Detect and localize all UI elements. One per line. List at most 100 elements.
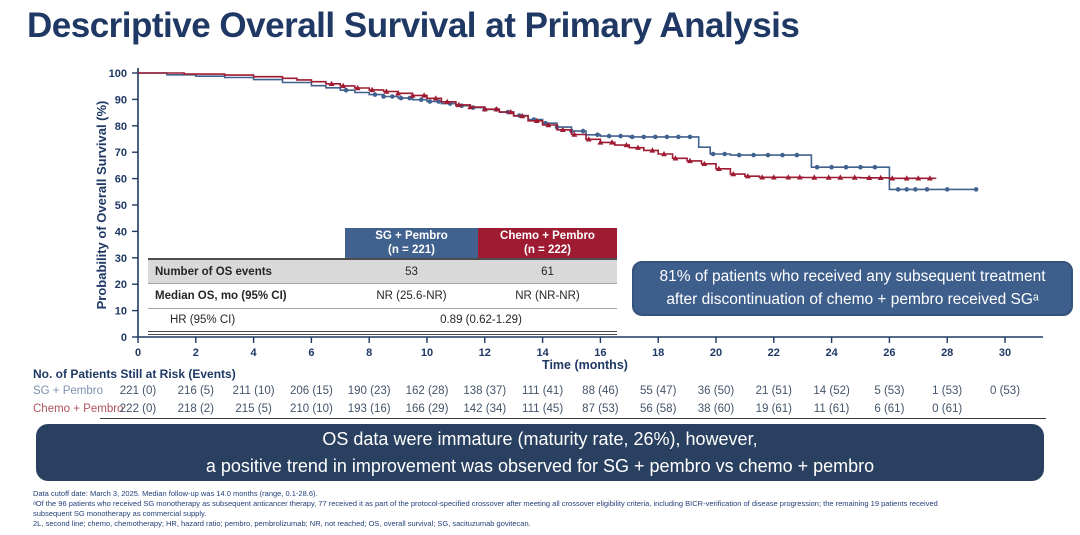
censor-mark-triangle (545, 121, 552, 128)
censor-mark-triangle (866, 174, 873, 180)
risk-count: 215 (5) (235, 403, 272, 415)
footnote-line: ᵃOf the 96 patients who received SG mono… (33, 499, 938, 508)
censor-mark-circle (687, 134, 693, 140)
median-os-sg-value: NR (25.6-NR) (345, 283, 478, 308)
sg-pembro-curve (138, 72, 977, 191)
censor-mark-triangle (571, 131, 578, 137)
risk-count: 138 (37) (463, 385, 507, 397)
os-events-row-label: Number of OS events (148, 258, 345, 283)
footnote-line: subsequent SG monotherapy as commercial … (33, 509, 207, 518)
x-tick-label: 2 (193, 347, 199, 359)
conclusion-banner: OS data were immature (maturity rate, 26… (36, 424, 1044, 481)
risk-count: 206 (15) (289, 385, 333, 397)
censor-mark-circle (973, 187, 979, 192)
censor-mark-triangle (585, 136, 592, 142)
banner-line-2: a positive trend in improvement was obse… (205, 455, 875, 476)
y-tick-label: 70 (115, 147, 127, 159)
censor-mark-circle (858, 164, 863, 170)
risk-count: 36 (50) (697, 385, 735, 397)
censor-mark-triangle (825, 174, 832, 180)
censor-mark-triangle (649, 147, 656, 153)
censor-mark-circle (904, 187, 909, 192)
risk-count: 1 (53) (932, 385, 963, 397)
risk-count: 19 (61) (755, 403, 793, 415)
y-axis-title: Probability of Overall Survival (%) (94, 101, 109, 310)
risk-count: 190 (23) (347, 385, 391, 397)
y-tick-label: 90 (115, 94, 127, 106)
x-tick-label: 26 (883, 347, 895, 359)
censor-mark-triangle (455, 101, 462, 108)
censor-mark-circle (843, 164, 849, 170)
y-tick-label: 100 (109, 68, 127, 80)
risk-count: 56 (58) (639, 403, 677, 415)
risk-count: 38 (60) (697, 403, 735, 415)
censor-mark-triangle (395, 90, 401, 96)
y-tick-label: 30 (115, 253, 127, 265)
x-tick-label: 18 (652, 347, 664, 359)
stats-header-chemo-pembro: Chemo + Pembro (n = 222) (478, 228, 617, 258)
median-os-chemo-value: NR (NR-NR) (478, 283, 617, 308)
stats-header-sg-pembro: SG + Pembro (n = 221) (345, 228, 478, 258)
callout-line-1: 81% of patients who received any subsequ… (659, 268, 1046, 286)
chemo-pembro-arm-n: (n = 222) (524, 244, 571, 256)
censor-mark-triangle (770, 174, 777, 180)
censor-mark-circle (372, 92, 378, 97)
censor-mark-triangle (687, 157, 693, 164)
censor-mark-circle (829, 164, 834, 170)
censor-mark-circle (664, 134, 670, 140)
censor-mark-triangle (785, 174, 792, 180)
risk-count: 0 (53) (989, 385, 1021, 397)
censor-mark-circle (710, 151, 716, 157)
censor-mark-triangle (889, 175, 896, 181)
censor-mark-triangle (661, 150, 667, 157)
risk-count: 6 (61) (874, 403, 905, 415)
footnote-line: 2L, second line; chemo, chemotherapy; HR… (33, 519, 531, 528)
censor-mark-triangle (597, 139, 604, 145)
x-tick-label: 28 (941, 347, 953, 359)
censor-mark-triangle (409, 92, 416, 98)
censor-mark-triangle (354, 84, 361, 91)
y-tick-label: 0 (121, 332, 127, 344)
x-tick-label: 8 (366, 347, 372, 359)
x-tick-label: 10 (421, 347, 433, 359)
risk-count: 21 (51) (755, 385, 793, 397)
x-tick-label: 0 (135, 347, 141, 359)
censor-mark-circle (381, 94, 386, 99)
censor-mark-circle (427, 99, 433, 104)
censor-mark-circle (736, 152, 742, 158)
censor-mark-circle (390, 94, 395, 99)
hr-value: 0.89 (0.62-1.29) (345, 308, 617, 331)
y-tick-label: 40 (115, 226, 127, 238)
censor-mark-circle (722, 151, 727, 157)
chemo-pembro-arm-label: Chemo + Pembro (500, 229, 595, 242)
censor-mark-triangle (467, 104, 474, 110)
y-tick-label: 50 (115, 200, 127, 212)
censor-mark-circle (618, 133, 623, 139)
y-tick-label: 20 (115, 279, 127, 291)
censor-mark-triangle (609, 139, 615, 145)
censor-mark-triangle (927, 175, 933, 181)
x-tick-label: 4 (251, 347, 258, 359)
risk-table-header: No. of Patients Still at Risk (Events) (33, 367, 236, 381)
censor-mark-triangle (623, 142, 630, 148)
risk-count: 142 (34) (463, 403, 507, 415)
censor-mark-triangle (837, 174, 844, 180)
y-tick-label: 10 (115, 306, 127, 318)
x-tick-label: 14 (536, 347, 549, 359)
risk-count: 211 (10) (232, 385, 275, 397)
censor-mark-circle (814, 164, 820, 170)
censor-mark-circle (872, 164, 878, 170)
x-tick-label: 30 (999, 347, 1011, 359)
censor-mark-triangle (759, 174, 766, 180)
censor-mark-circle (794, 152, 800, 158)
censor-mark-triangle (730, 171, 737, 177)
risk-count: 0 (61) (932, 403, 963, 415)
x-tick-label: 24 (825, 347, 838, 359)
censor-mark-triangle (432, 95, 439, 101)
x-tick-label: 12 (479, 347, 491, 359)
os-stats-table: SG + Pembro (n = 221) Chemo + Pembro (n … (148, 228, 617, 335)
censor-mark-triangle (744, 173, 751, 179)
risk-count: 111 (45) (522, 403, 564, 415)
chemo-pembro-curve (138, 72, 937, 180)
